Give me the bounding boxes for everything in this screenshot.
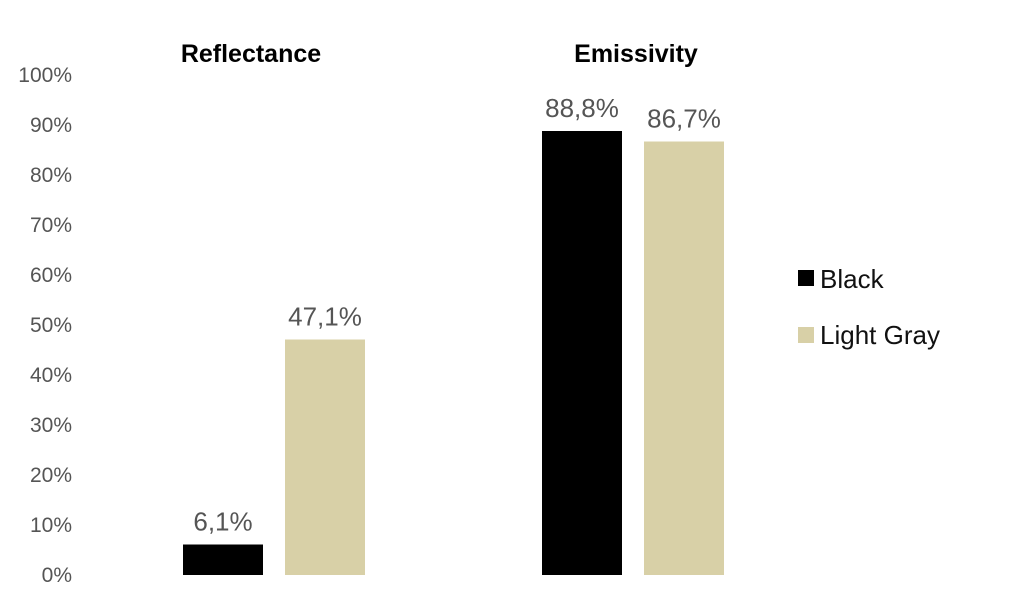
y-tick-label: 70% — [30, 214, 72, 237]
legend-label-light-gray: Light Gray — [820, 320, 940, 350]
bar-reflectance-black — [183, 544, 263, 575]
y-axis: 0% 10% 20% 30% 40% 50% 60% 70% 80% 90% 100% — [18, 64, 72, 587]
bars — [183, 131, 724, 575]
data-label-reflectance-light-gray: 47,1% — [288, 302, 362, 332]
y-tick-label: 80% — [30, 164, 72, 187]
data-label-reflectance-black: 6,1% — [193, 507, 252, 537]
y-tick-label: 100% — [18, 64, 72, 87]
category-title-reflectance: Reflectance — [181, 40, 321, 68]
category-title-emissivity: Emissivity — [574, 40, 698, 68]
y-tick-label: 0% — [42, 564, 72, 587]
y-tick-label: 60% — [30, 264, 72, 287]
legend-swatch-light-gray — [798, 327, 814, 343]
data-labels: 6,1% 47,1% 88,8% 86,7% — [193, 93, 721, 537]
y-tick-label: 30% — [30, 414, 72, 437]
category-titles: Reflectance Emissivity — [181, 40, 698, 68]
y-tick-label: 20% — [30, 464, 72, 487]
bar-emissivity-black — [542, 131, 622, 575]
legend-swatch-black — [798, 270, 814, 286]
data-label-emissivity-black: 88,8% — [545, 93, 619, 123]
legend: Black Light Gray — [798, 264, 940, 350]
bar-emissivity-light-gray — [644, 141, 724, 575]
legend-label-black: Black — [820, 264, 885, 294]
y-tick-label: 50% — [30, 314, 72, 337]
y-tick-label: 10% — [30, 514, 72, 537]
bar-reflectance-light-gray — [285, 339, 365, 575]
y-tick-label: 90% — [30, 114, 72, 137]
y-tick-label: 40% — [30, 364, 72, 387]
data-label-emissivity-light-gray: 86,7% — [647, 104, 721, 134]
